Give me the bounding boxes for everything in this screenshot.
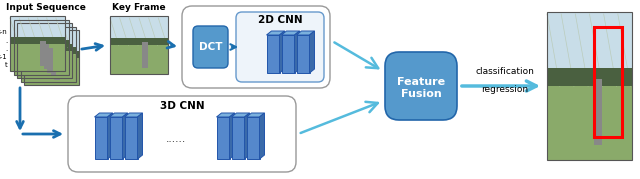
Bar — [24, 30, 79, 85]
Polygon shape — [296, 35, 310, 73]
Polygon shape — [246, 113, 264, 117]
Bar — [13, 40, 68, 47]
FancyBboxPatch shape — [182, 6, 330, 88]
Bar — [24, 55, 79, 85]
Bar — [547, 12, 632, 160]
Bar — [10, 16, 65, 71]
FancyBboxPatch shape — [193, 26, 228, 68]
FancyBboxPatch shape — [68, 96, 296, 172]
Text: 3D CNN: 3D CNN — [160, 101, 204, 111]
Bar — [10, 37, 65, 43]
Bar — [10, 16, 65, 41]
FancyBboxPatch shape — [385, 52, 457, 120]
Bar — [110, 38, 168, 45]
Polygon shape — [216, 113, 234, 117]
Polygon shape — [95, 113, 113, 117]
Text: 2D CNN: 2D CNN — [258, 15, 302, 25]
Bar — [547, 12, 632, 79]
Bar — [110, 42, 168, 74]
Bar — [594, 79, 602, 145]
Polygon shape — [282, 35, 294, 73]
Text: Feature
Fusion: Feature Fusion — [397, 77, 445, 99]
Bar — [40, 41, 45, 66]
Bar — [13, 44, 68, 74]
Polygon shape — [122, 113, 127, 159]
Bar — [20, 26, 76, 51]
Polygon shape — [125, 117, 138, 159]
Text: Key Frame: Key Frame — [112, 3, 166, 12]
Polygon shape — [282, 31, 300, 35]
Polygon shape — [216, 117, 230, 159]
Bar — [547, 68, 632, 86]
Polygon shape — [109, 113, 127, 117]
Text: Input Sequence: Input Sequence — [6, 3, 85, 12]
Bar — [142, 42, 148, 68]
Bar — [54, 55, 60, 79]
Polygon shape — [95, 117, 108, 159]
Text: ......: ...... — [166, 134, 186, 144]
Polygon shape — [138, 113, 143, 159]
Text: classification: classification — [476, 67, 534, 76]
Text: DCT: DCT — [199, 42, 222, 52]
Polygon shape — [125, 113, 143, 117]
Bar — [17, 48, 72, 78]
Bar — [20, 47, 76, 54]
Polygon shape — [246, 117, 259, 159]
Bar — [13, 20, 68, 44]
Polygon shape — [232, 113, 250, 117]
Polygon shape — [280, 31, 285, 73]
Bar — [24, 30, 79, 55]
Polygon shape — [259, 113, 264, 159]
Bar — [17, 44, 72, 50]
FancyBboxPatch shape — [236, 12, 324, 82]
Polygon shape — [108, 113, 113, 159]
Bar — [110, 16, 168, 74]
Polygon shape — [109, 117, 122, 159]
Bar — [47, 48, 52, 72]
Text: t-1: t-1 — [0, 54, 8, 60]
Polygon shape — [294, 31, 300, 73]
Bar — [13, 20, 68, 74]
Bar — [20, 51, 76, 81]
Text: t-n: t-n — [0, 29, 8, 35]
Polygon shape — [244, 113, 250, 159]
Polygon shape — [296, 31, 314, 35]
Text: .: . — [6, 46, 8, 52]
Bar — [547, 79, 632, 160]
Bar — [110, 16, 168, 42]
Polygon shape — [310, 31, 314, 73]
Bar — [20, 26, 76, 81]
Polygon shape — [266, 31, 285, 35]
Text: t: t — [5, 62, 8, 68]
Bar — [10, 41, 65, 71]
Bar — [594, 27, 622, 137]
Polygon shape — [266, 35, 280, 73]
Text: .: . — [6, 38, 8, 44]
Bar — [51, 51, 56, 76]
Bar — [17, 23, 72, 78]
Polygon shape — [230, 113, 234, 159]
Bar — [17, 23, 72, 48]
Text: regression: regression — [481, 85, 529, 94]
Bar — [44, 44, 49, 69]
Polygon shape — [232, 117, 244, 159]
Bar — [24, 51, 79, 57]
